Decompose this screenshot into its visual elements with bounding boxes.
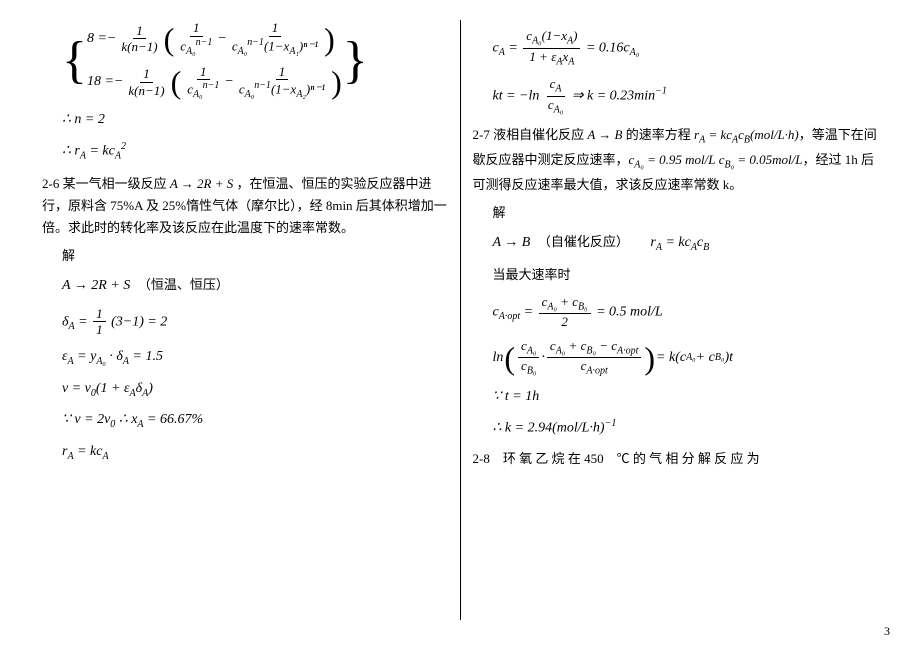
brace-system: { 8 = − 1k(n−1) ( 1cA₀n−1 − 1cA₀n−1(1−xA… <box>62 20 448 101</box>
page-number: 3 <box>884 624 890 639</box>
left-column: { 8 = − 1k(n−1) ( 1cA₀n−1 − 1cA₀n−1(1−xA… <box>30 20 461 620</box>
p27-since-t: ∵ t = 1h <box>493 386 879 408</box>
therefore-rA: ∴ rA = kcA2 <box>62 139 448 164</box>
p27-ln: ln ( cA₀ cB₀ · cA₀ + cB₀ − cA·opt cA·opt… <box>493 338 879 378</box>
p26-v: v = v0(1 + εAδA) <box>62 378 448 402</box>
p26-eps: εA = yA₀ · δA = 1.5 <box>62 346 448 370</box>
solve-label-2: 解 <box>493 202 879 224</box>
problem-2-6: 2-6 某一气相一级反应 A → 2R + S ，在恒温、恒压的实验反应器中进行… <box>42 173 448 239</box>
p27-opt: cA·opt = cA₀ + cB₀ 2 = 0.5 mol/L <box>493 294 879 330</box>
p26-since: ∵ v = 2v0 ∴ xA = 66.67% <box>62 409 448 433</box>
eq2-lhs: 18 = <box>87 74 114 90</box>
problem-2-8: 2-8 环 氧 乙 烷 在 450 ℃ 的 气 相 分 解 反 应 为 <box>473 448 879 470</box>
cA-eq: cA = cA₀(1−xA) 1 + εAxA = 0.16cA₀ <box>493 28 879 68</box>
kt-eq: kt = −ln cA cA₀ ⇒ k = 0.23min−1 <box>493 76 879 116</box>
p27-line1: A → B （自催化反应） rA = kcAcB <box>493 232 879 256</box>
eq1-lhs: 8 = <box>87 31 107 47</box>
p27-therefore-k: ∴ k = 2.94(mol/L·h)−1 <box>493 416 879 440</box>
p26-reaction-line: A → 2R + S （恒温、恒压） <box>62 275 448 297</box>
problem-2-7: 2-7 液相自催化反应 A → B 的速率方程 rA = kcAcB(mol/L… <box>473 124 879 195</box>
max-rate-label: 当最大速率时 <box>493 264 879 286</box>
p26-rA: rA = kcA <box>62 441 448 465</box>
p26-delta: δA = 11 (3−1) = 2 <box>62 306 448 338</box>
therefore-n: ∴ n = 2 <box>62 109 448 131</box>
solve-label: 解 <box>62 245 448 267</box>
right-column: cA = cA₀(1−xA) 1 + εAxA = 0.16cA₀ kt = −… <box>461 20 891 620</box>
